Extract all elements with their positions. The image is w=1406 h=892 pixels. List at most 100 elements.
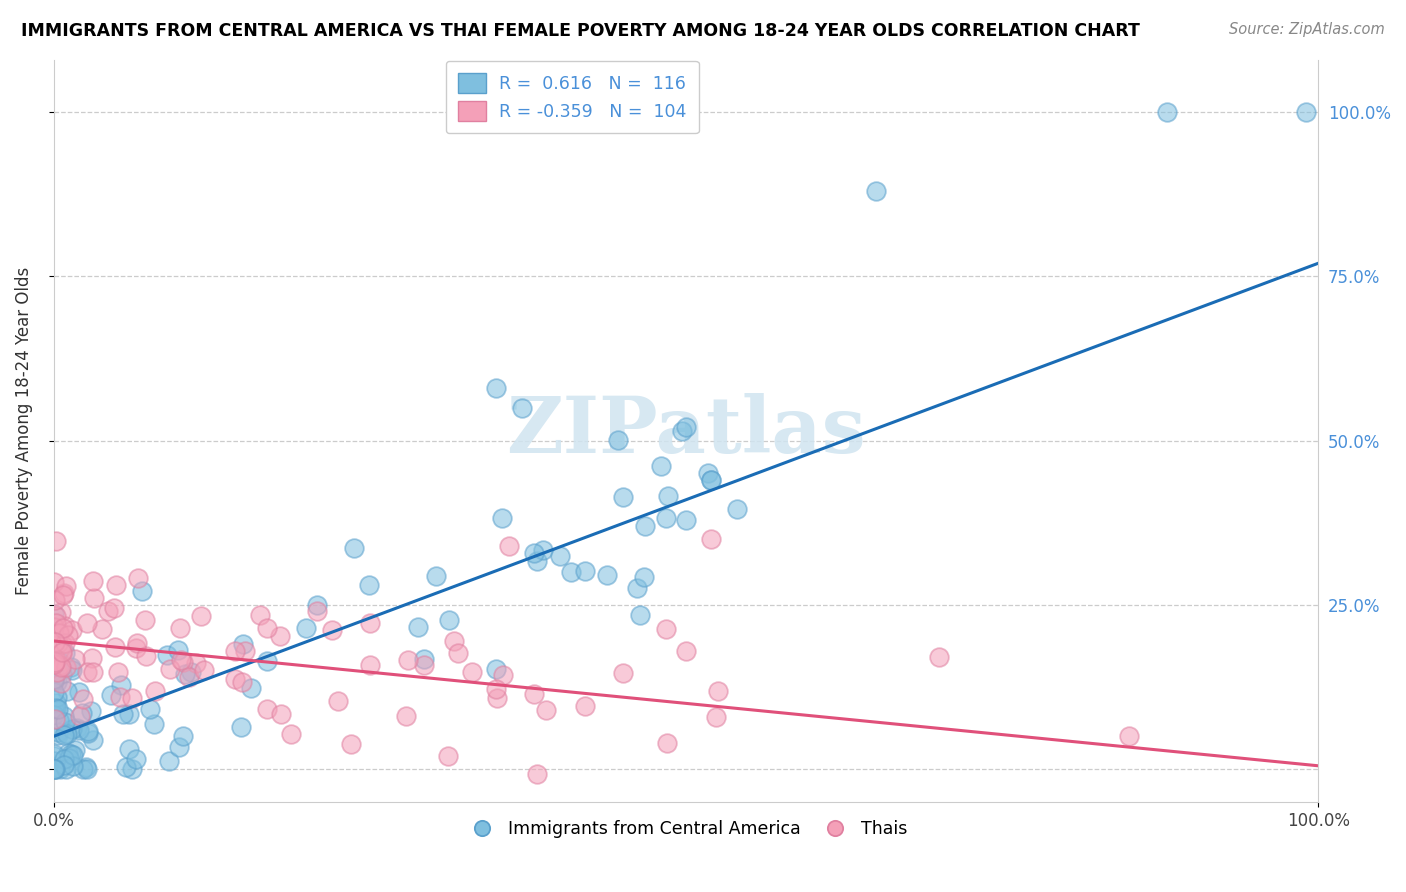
Point [343,541,366,555]
Point [704,710,727,724]
Point [523,546,546,560]
Point [51,666,73,681]
Y-axis label: Female Poverty Among 18-24 Year Olds: Female Poverty Among 18-24 Year Olds [15,267,32,595]
Point [63,652,86,666]
Point [270,706,292,721]
Point [55,762,77,776]
Point [63,743,86,757]
Point [60,747,83,761]
Point [700,473,723,487]
Point [48,624,70,639]
Point [44,712,66,726]
Point [256,702,278,716]
Point [82,574,104,588]
Point [46,690,69,705]
Text: ZIPatlas: ZIPatlas [506,392,866,469]
Point [42,620,65,634]
Point [44,762,66,776]
Point [66,721,89,735]
Point [626,581,648,595]
Point [110,678,132,692]
Point [42,648,65,663]
Point [56,746,79,760]
Point [548,549,571,563]
Text: Source: ZipAtlas.com: Source: ZipAtlas.com [1229,22,1385,37]
Point [359,658,381,673]
Point [485,662,508,676]
Point [413,652,436,666]
Point [46,728,69,742]
Point [44,607,66,621]
Point [697,467,720,481]
Text: IMMIGRANTS FROM CENTRAL AMERICA VS THAI FEMALE POVERTY AMONG 18-24 YEAR OLDS COR: IMMIGRANTS FROM CENTRAL AMERICA VS THAI … [21,22,1140,40]
Point [675,514,697,528]
Point [574,699,596,714]
Point [135,649,157,664]
Point [62,759,84,773]
Point [46,665,69,680]
Point [190,608,212,623]
Point [159,662,181,676]
Point [229,720,252,734]
Point [180,665,202,679]
Point [53,728,76,742]
Point [121,762,143,776]
Point [118,707,141,722]
Point [134,613,156,627]
Point [650,459,672,474]
Point [45,653,67,667]
Point [321,623,343,637]
Point [118,741,141,756]
Point [172,729,194,743]
Point [49,659,72,673]
Point [107,665,129,679]
Point [44,634,66,648]
Point [42,674,65,689]
Point [224,672,246,686]
Point [491,667,513,681]
Point [460,665,482,679]
Point [114,759,136,773]
Point [612,666,634,681]
Point [707,684,730,698]
Point [82,732,104,747]
Point [49,655,72,669]
Point [231,675,253,690]
Point [865,184,887,198]
Point [103,600,125,615]
Point [56,727,79,741]
Point [169,621,191,635]
Point [534,703,557,717]
Point [143,717,166,731]
Point [69,685,91,699]
Point [596,567,619,582]
Point [45,609,67,624]
Point [46,674,69,689]
Point [485,381,508,395]
Point [510,401,533,415]
Point [72,691,94,706]
Point [45,701,67,715]
Point [139,702,162,716]
Point [193,663,215,677]
Point [184,656,207,670]
Point [52,752,75,766]
Point [51,637,73,651]
Legend: Immigrants from Central America, Thais: Immigrants from Central America, Thais [457,814,915,846]
Point [52,585,75,599]
Point [45,696,67,710]
Point [125,640,148,655]
Point [156,648,179,662]
Point [340,737,363,751]
Point [100,688,122,702]
Point [326,693,349,707]
Point [127,571,149,585]
Point [51,648,73,662]
Point [75,760,97,774]
Point [526,767,548,781]
Point [437,613,460,627]
Point [69,708,91,723]
Point [357,578,380,592]
Point [52,709,75,723]
Point [60,660,83,674]
